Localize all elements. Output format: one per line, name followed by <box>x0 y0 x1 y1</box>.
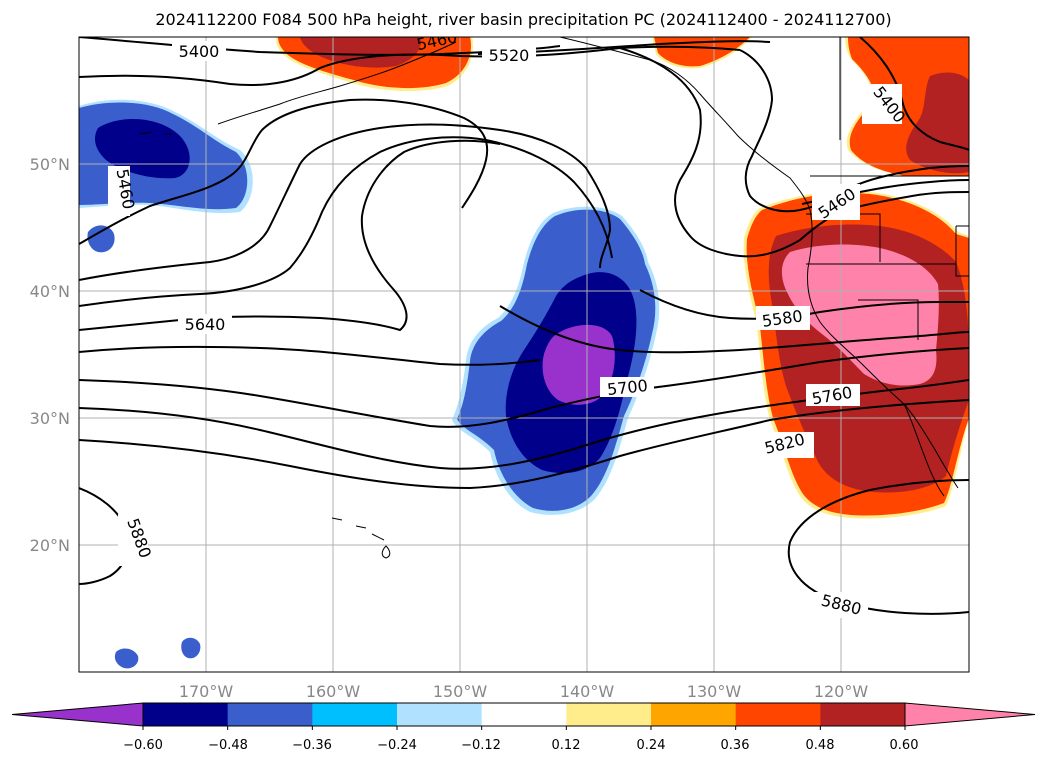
colorbar-label: 0.36 <box>721 738 750 753</box>
contour-trough-inner <box>79 123 612 281</box>
contour-label-5700: 5700 <box>606 376 648 399</box>
colorbar-segment <box>566 703 652 726</box>
colorbar-label: −0.36 <box>292 738 332 753</box>
lon-label-130w: 130°W <box>687 682 742 701</box>
contour-5820 <box>79 399 969 490</box>
lon-label-150w: 150°W <box>433 682 488 701</box>
colorbar-label: −0.24 <box>377 738 417 753</box>
contour-5640-east <box>499 305 969 354</box>
colorbar-extend-high <box>904 702 1036 727</box>
colorbar-segment <box>397 703 483 726</box>
lon-label-160w: 160°W <box>306 682 361 701</box>
contour-label-5400-west: 5400 <box>179 42 220 61</box>
contour-ridge-east <box>619 47 969 258</box>
contour-5700 <box>79 347 969 428</box>
colorbar-segment <box>481 703 567 726</box>
map-frame <box>78 36 970 673</box>
colorbar-segment <box>312 703 398 726</box>
contour-5580-east <box>639 289 969 320</box>
lon-label-120w: 120°W <box>814 682 869 701</box>
colorbar-label: −0.60 <box>123 738 163 753</box>
colorbar-label: −0.48 <box>208 738 248 753</box>
positive-anomaly-gulf-of-alaska <box>276 37 752 92</box>
contour-ridge-east-2 <box>739 49 969 213</box>
lat-label-40n: 40°N <box>30 282 70 301</box>
map-title: 2024112200 F084 500 hPa height, river ba… <box>155 10 892 29</box>
contour-5460-west <box>79 45 741 87</box>
contour-5880-east <box>787 479 969 615</box>
contour-5460-west-arc <box>79 98 489 245</box>
longitude-labels: 170°W 160°W 150°W 140°W 130°W 120°W <box>179 682 869 701</box>
colorbar-label: 0.12 <box>552 738 581 753</box>
lon-label-170w: 170°W <box>179 682 234 701</box>
colorbar-segments <box>11 702 1036 727</box>
contour-label-masks <box>108 41 902 618</box>
height-contours <box>79 37 969 615</box>
colorbar-segment <box>651 703 737 726</box>
colorbar-label: −0.12 <box>461 738 501 753</box>
colorbar-label: 0.48 <box>806 738 835 753</box>
colorbar-tick-labels: −0.60 −0.48 −0.36 −0.24 −0.12 0.12 0.24 … <box>123 738 918 753</box>
colorbar: −0.60 −0.48 −0.36 −0.24 −0.12 0.12 0.24 … <box>11 702 1036 753</box>
contour-label-5640: 5640 <box>185 315 226 334</box>
colorbar-segment <box>820 703 906 726</box>
colorbar-segment <box>227 703 313 726</box>
lat-label-30n: 30°N <box>30 409 70 428</box>
lat-label-50n: 50°N <box>30 155 70 174</box>
colorbar-segment <box>143 703 229 726</box>
contour-5520-trough <box>79 136 613 307</box>
colorbar-segment <box>735 703 821 726</box>
colorbar-ticks <box>142 726 906 730</box>
latitude-labels: 50°N 40°N 30°N 20°N <box>30 155 70 555</box>
lon-label-140w: 140°W <box>560 682 615 701</box>
contour-5640 <box>79 345 541 366</box>
colorbar-label: 0.60 <box>890 738 919 753</box>
contour-label-5520: 5520 <box>489 46 530 65</box>
colorbar-outline <box>142 702 906 727</box>
contour-5400-east <box>859 37 969 151</box>
lat-label-20n: 20°N <box>30 536 70 555</box>
colorbar-label: 0.24 <box>637 738 666 753</box>
colorbar-extend-low <box>11 702 144 727</box>
